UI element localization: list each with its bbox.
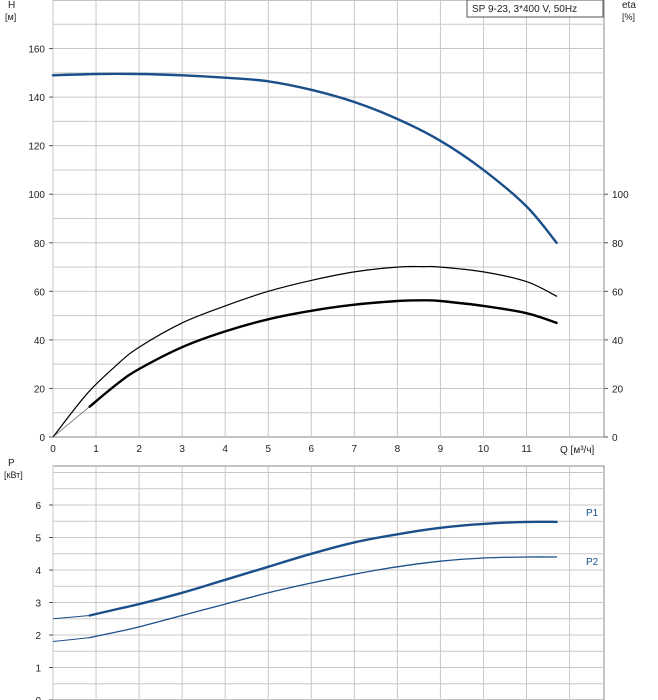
eta-total-start-segment	[52, 406, 90, 438]
power-tick-label: 5	[35, 534, 41, 545]
x-tick-label: 2	[136, 444, 142, 455]
bottom-curves	[52, 520, 558, 642]
x-tick-label: 5	[265, 444, 271, 455]
power-axis-label-line1: P	[8, 458, 15, 469]
eta-total-curve	[88, 299, 558, 408]
left-tick-label: 140	[28, 93, 45, 104]
right-axis-label-line1: eta	[622, 0, 636, 11]
top-right-tick-labels: 0 20 40 60 80 100	[604, 190, 629, 444]
x-tick-label: 11	[521, 444, 532, 455]
right-tick-label: 0	[612, 433, 618, 444]
right-tick-label: 80	[612, 239, 624, 250]
chart-title-frame	[466, 0, 604, 18]
power-tick-label: 3	[35, 599, 41, 610]
bottom-series-labels: P1 P2	[586, 508, 599, 568]
power-tick-label: 1	[35, 664, 41, 675]
head-efficiency-chart: 0 1 2 3 4 5 6 7 8 9 10 11 0 20 40 60 80 100 120 140 160 0 20…	[5, 0, 636, 456]
x-tick-label: 4	[222, 444, 228, 455]
x-tick-label: 6	[309, 444, 315, 455]
left-axis-label-line2: [м]	[5, 12, 16, 22]
right-tick-label: 20	[612, 384, 624, 395]
left-tick-label: 20	[34, 384, 46, 395]
x-tick-label: 3	[179, 444, 185, 455]
top-left-tick-labels: 0 20 40 60 80 100 120 140 160	[28, 45, 53, 444]
left-axis-label-line1: H	[8, 0, 15, 11]
x-tick-label: 9	[438, 444, 444, 455]
left-tick-label: 100	[28, 190, 45, 201]
power-tick-label: 2	[35, 631, 41, 642]
x-axis-label: Q [м³/ч]	[560, 445, 595, 456]
power-tick-label: 6	[35, 501, 41, 512]
x-tick-label: 10	[478, 444, 490, 455]
left-tick-label: 0	[39, 433, 45, 444]
top-curves	[51, 72, 558, 438]
left-tick-label: 120	[28, 142, 45, 153]
x-tick-label: 1	[93, 444, 99, 455]
power-axis-label-line2: [кВт]	[4, 470, 23, 480]
right-tick-label: 40	[612, 336, 624, 347]
head-curve	[51, 72, 558, 244]
p1-label: P1	[586, 508, 599, 519]
power-tick-label: 0	[35, 696, 41, 700]
eta-curve	[52, 265, 558, 438]
left-tick-label: 40	[34, 336, 46, 347]
right-tick-label: 100	[612, 190, 629, 201]
x-tick-label: 7	[352, 444, 358, 455]
chart-title-box: SP 9-23, 3*400 V, 50Hz	[466, 0, 604, 18]
power-chart: 0 1 2 3 4 5 6 P1 P2 P [кВт]	[4, 458, 605, 700]
left-tick-label: 60	[34, 287, 46, 298]
p2-label: P2	[586, 557, 599, 568]
bottom-grid	[52, 466, 604, 700]
top-x-tick-labels: 0 1 2 3 4 5 6 7 8 9 10 11	[50, 444, 532, 455]
left-tick-label: 80	[34, 239, 46, 250]
p1-lead-in	[52, 615, 90, 620]
p2-lead-in	[52, 637, 90, 642]
right-tick-label: 60	[612, 287, 624, 298]
p1-curve	[88, 520, 558, 617]
x-tick-label: 0	[50, 444, 56, 455]
bottom-plot-area	[52, 465, 605, 700]
bottom-left-tick-labels: 0 1 2 3 4 5 6	[35, 501, 53, 700]
chart-title: SP 9-23, 3*400 V, 50Hz	[472, 4, 577, 15]
right-axis-label-line2: [%]	[622, 12, 635, 22]
x-tick-label: 8	[395, 444, 401, 455]
p2-curve	[88, 556, 558, 639]
power-tick-label: 4	[35, 566, 41, 577]
left-tick-label: 160	[28, 45, 45, 56]
